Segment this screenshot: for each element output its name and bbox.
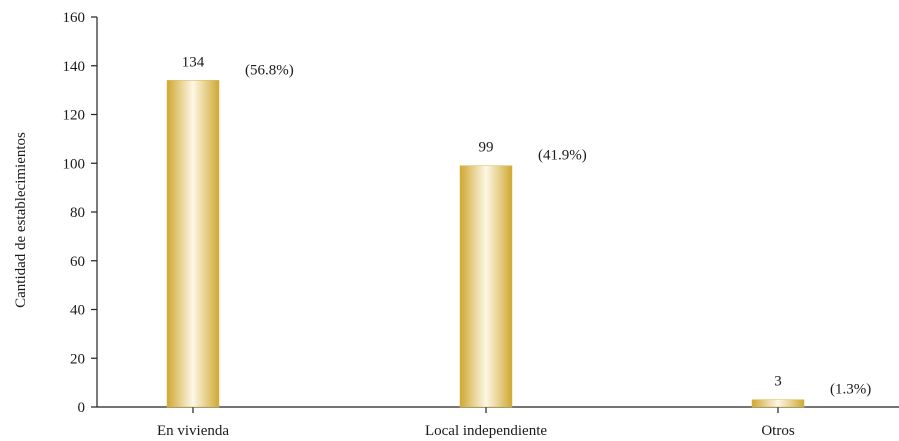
bars-group <box>166 80 805 408</box>
y-tick-label: 60 <box>70 254 85 270</box>
y-axis-title: Cantidad de establecimientos <box>13 132 29 308</box>
y-tick-label: 40 <box>70 303 85 319</box>
y-tick-label: 140 <box>63 59 86 75</box>
bar <box>459 165 513 408</box>
bar-percent-label: (41.9%) <box>538 148 587 164</box>
x-axis: En vivienda Local independiente Otros <box>97 406 899 439</box>
y-tick-label: 0 <box>78 400 86 416</box>
bar-percent-label: (56.8%) <box>245 62 294 78</box>
data-labels-group: 134 (56.8%) 99 (41.9%) 3 (1.3%) <box>182 54 872 397</box>
x-category-label: En vivienda <box>157 423 229 439</box>
y-tick-label: 80 <box>70 205 85 221</box>
bar <box>166 80 220 408</box>
y-tick-label: 160 <box>63 10 86 26</box>
y-tick-label: 100 <box>63 156 86 172</box>
bar-value-label: 3 <box>774 374 782 390</box>
x-category-label: Otros <box>761 423 794 439</box>
x-category-label: Local independiente <box>425 423 547 439</box>
y-tick-label: 120 <box>63 108 86 124</box>
y-tick-label: 20 <box>70 351 85 367</box>
bar-value-label: 99 <box>479 140 494 156</box>
y-axis: 0 20 40 60 80 100 120 140 160 <box>63 10 98 416</box>
bar <box>751 399 805 408</box>
bar-percent-label: (1.3%) <box>830 382 871 398</box>
bar-value-label: 134 <box>182 54 205 70</box>
